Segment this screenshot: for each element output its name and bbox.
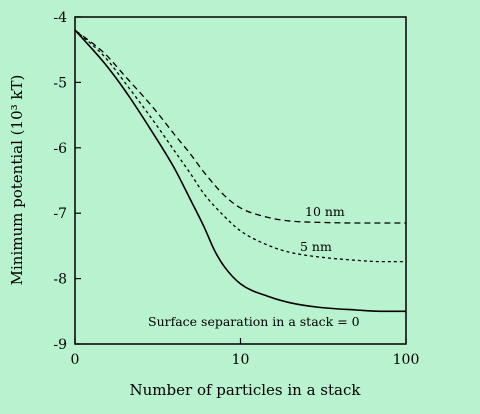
annotation-5nm: 5 nm (300, 239, 332, 254)
y-tick-label: -4 (53, 10, 67, 26)
y-tick-label: -6 (53, 141, 67, 157)
y-tick-label: -5 (53, 75, 67, 91)
annotation-10nm: 10 nm (305, 204, 345, 219)
y-axis-title: Minimum potential (10³ kT) (8, 75, 26, 286)
y-tick-label: -7 (53, 206, 67, 222)
series-line-0 (74, 29, 406, 313)
series-line-2 (74, 29, 407, 224)
x-tick-label: 10 (232, 352, 250, 368)
series-line-1 (74, 29, 406, 263)
x-axis-title: Number of particles in a stack (130, 381, 362, 399)
x-tick-label: 100 (393, 352, 420, 368)
series-layer (74, 29, 407, 313)
plot-frame (74, 16, 407, 345)
ticks-layer: -4 -5 -6 -7 -8 -90 10 100 (53, 10, 419, 368)
x-tick-label: 0 (71, 352, 80, 368)
annotation-separation-0: Surface separation in a stack = 0 (148, 314, 360, 329)
y-tick-label: -9 (53, 337, 67, 353)
y-tick-label: -8 (53, 272, 67, 288)
